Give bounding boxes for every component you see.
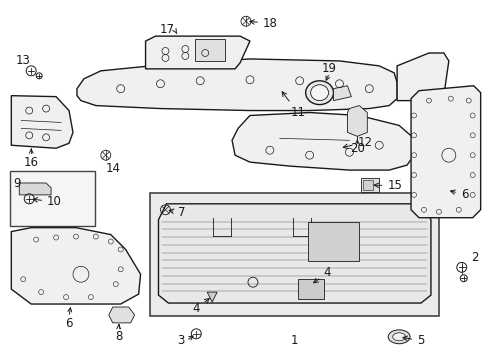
Bar bbox=[195, 39, 224, 61]
Text: 15: 15 bbox=[373, 179, 401, 193]
Bar bbox=[361, 178, 379, 192]
Ellipse shape bbox=[305, 81, 333, 105]
Bar bbox=[363, 180, 372, 190]
Text: 12: 12 bbox=[343, 136, 371, 149]
Polygon shape bbox=[410, 86, 480, 218]
Polygon shape bbox=[346, 105, 366, 136]
Text: 19: 19 bbox=[322, 62, 336, 75]
Text: 4: 4 bbox=[313, 266, 330, 283]
Text: 17: 17 bbox=[160, 23, 175, 36]
Polygon shape bbox=[396, 53, 448, 100]
Text: 20: 20 bbox=[349, 142, 364, 155]
Polygon shape bbox=[158, 204, 430, 303]
Polygon shape bbox=[232, 113, 413, 170]
Text: 18: 18 bbox=[249, 17, 277, 30]
Polygon shape bbox=[11, 228, 141, 304]
Polygon shape bbox=[11, 96, 73, 148]
Text: 6: 6 bbox=[65, 318, 73, 330]
Bar bbox=[297, 279, 323, 299]
Polygon shape bbox=[19, 183, 51, 195]
Text: 16: 16 bbox=[24, 156, 39, 168]
Text: 3: 3 bbox=[176, 334, 183, 347]
Polygon shape bbox=[108, 307, 134, 323]
Text: 7: 7 bbox=[169, 206, 185, 219]
Text: 14: 14 bbox=[105, 162, 120, 175]
Text: 11: 11 bbox=[282, 92, 305, 119]
Bar bbox=[10, 171, 95, 226]
Text: 13: 13 bbox=[16, 54, 31, 67]
Bar bbox=[307, 222, 359, 261]
Text: 8: 8 bbox=[115, 330, 122, 343]
Ellipse shape bbox=[392, 333, 405, 341]
Ellipse shape bbox=[310, 85, 328, 100]
Polygon shape bbox=[333, 86, 351, 100]
Text: 6: 6 bbox=[449, 188, 468, 201]
Text: 10: 10 bbox=[33, 195, 62, 208]
Text: 2: 2 bbox=[470, 251, 477, 264]
Text: 1: 1 bbox=[290, 334, 298, 347]
Text: 5: 5 bbox=[402, 334, 424, 347]
Bar bbox=[149, 193, 438, 316]
Polygon shape bbox=[77, 59, 396, 111]
Text: 4: 4 bbox=[192, 298, 209, 315]
Text: 9: 9 bbox=[13, 177, 21, 190]
Polygon shape bbox=[207, 292, 217, 302]
Ellipse shape bbox=[387, 330, 409, 344]
Polygon shape bbox=[145, 36, 249, 69]
